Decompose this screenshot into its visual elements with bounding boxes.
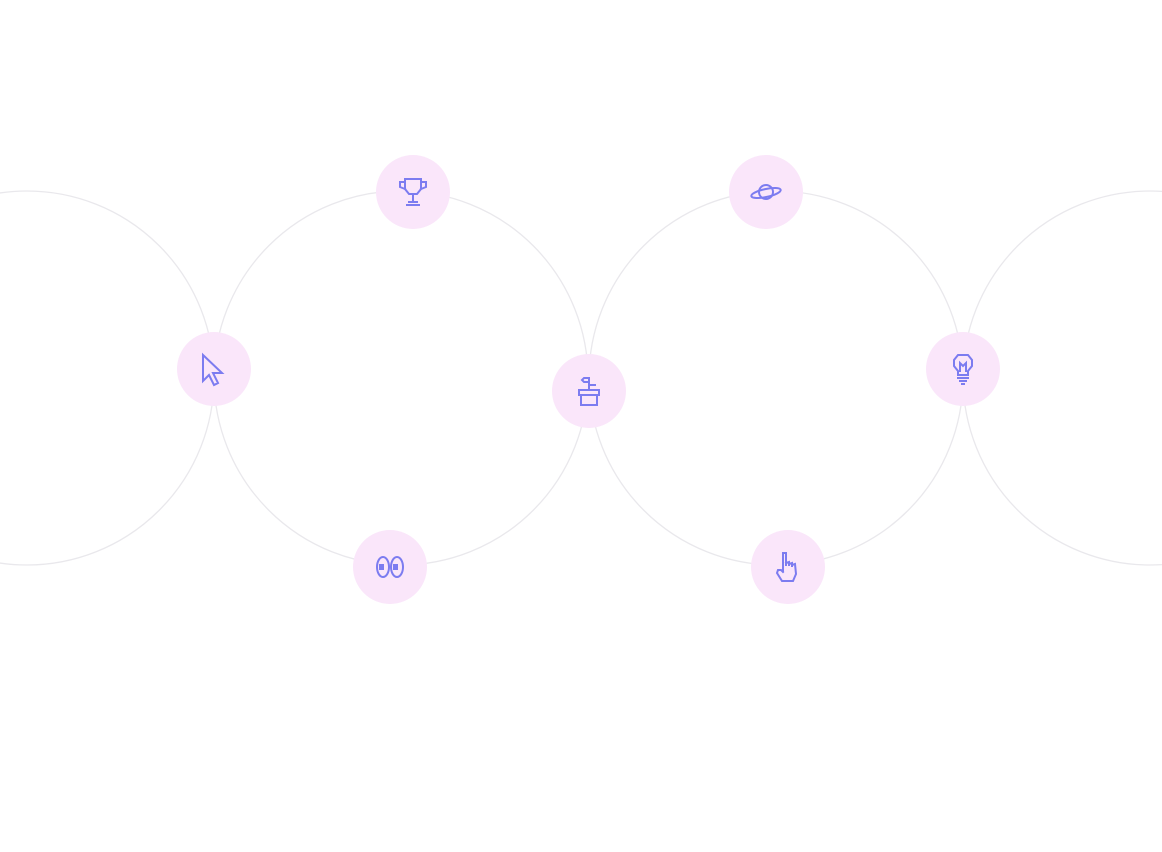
eyes-badge — [353, 530, 427, 604]
planet-icon — [750, 184, 782, 200]
ring-center-left — [213, 190, 589, 566]
plant-pot-badge — [552, 354, 626, 428]
cursor-arrow-icon — [202, 352, 225, 387]
pointing-hand-badge — [751, 530, 825, 604]
trophy-icon — [399, 178, 427, 206]
eyes-icon — [376, 556, 404, 578]
lightbulb-icon — [953, 354, 973, 385]
lightbulb-badge — [926, 332, 1000, 406]
pointing-hand-icon — [775, 552, 798, 582]
ring-center-right — [588, 190, 964, 566]
planet-badge — [729, 155, 803, 229]
plant-pot-icon — [578, 377, 600, 406]
cursor-badge — [177, 332, 251, 406]
trophy-badge — [376, 155, 450, 229]
